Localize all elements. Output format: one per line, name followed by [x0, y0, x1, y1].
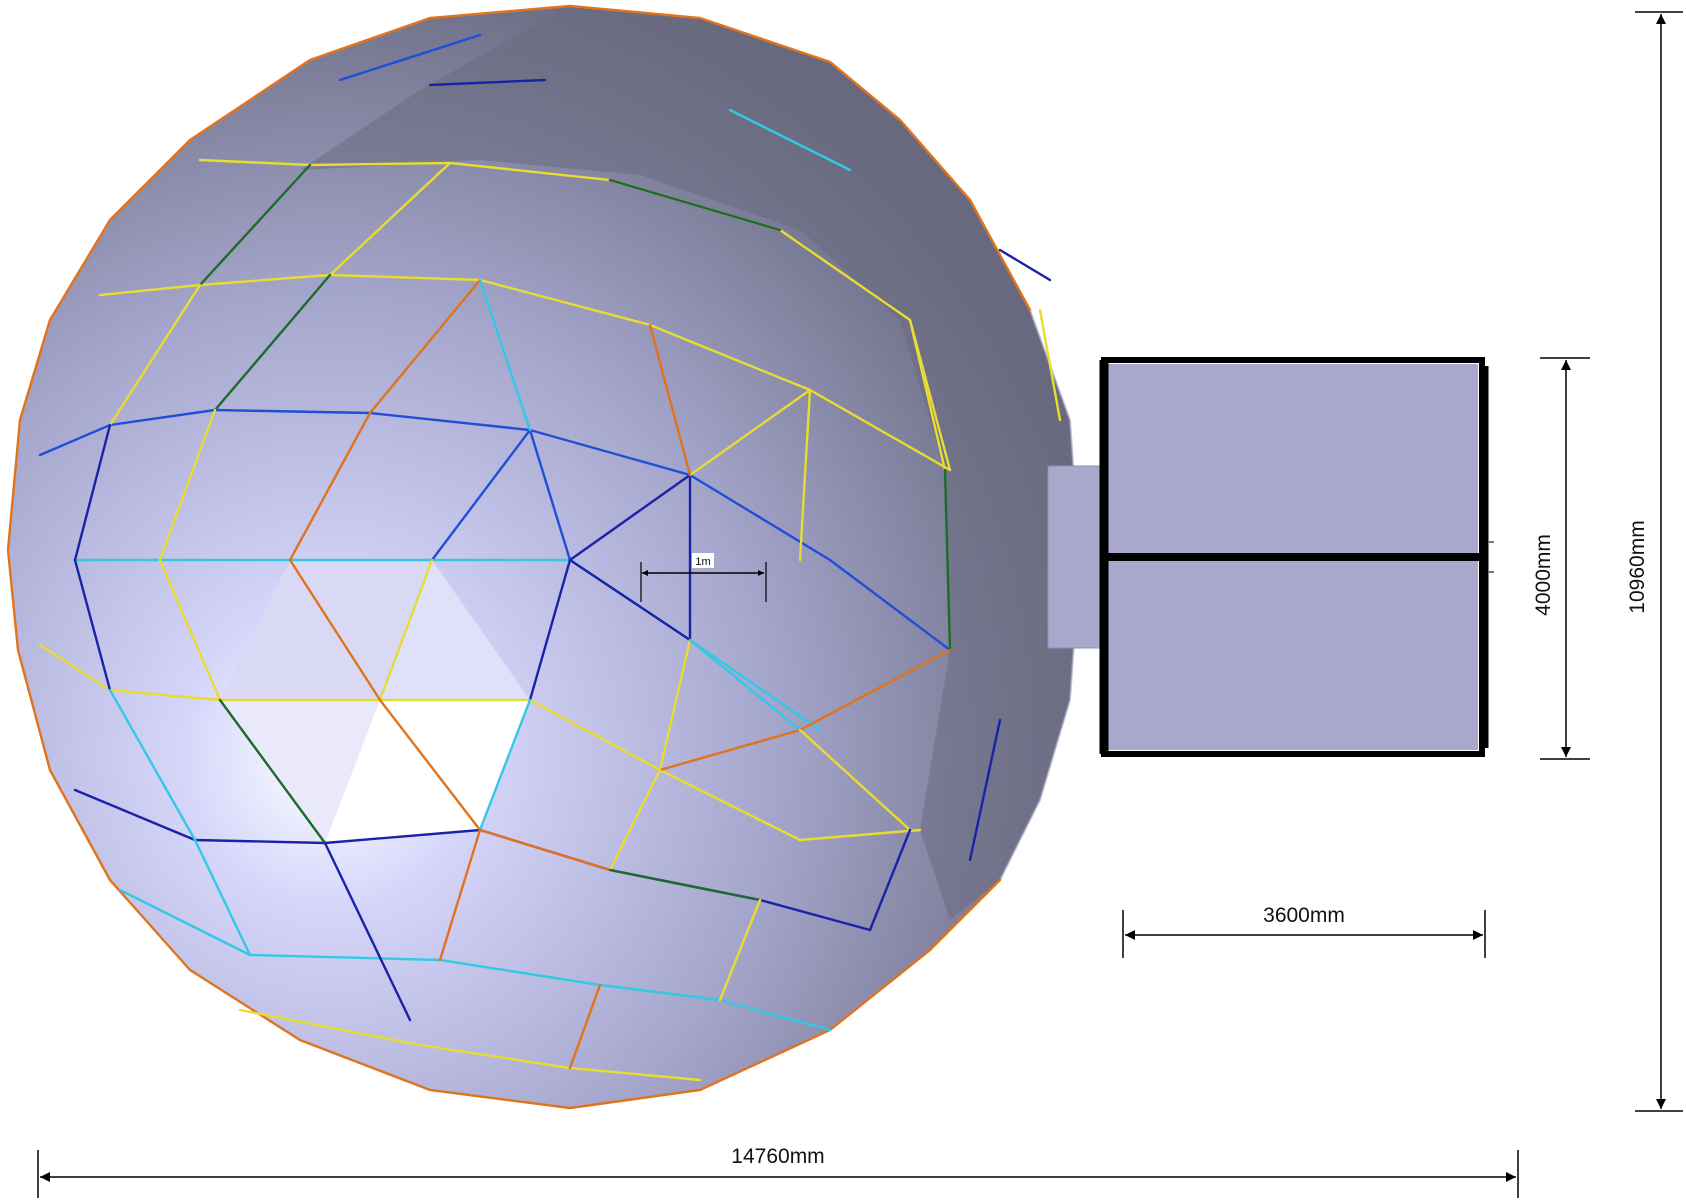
scale-bar: 1m — [640, 553, 767, 602]
strut — [323, 841, 412, 1022]
strut-ring — [238, 1008, 702, 1082]
strut — [288, 411, 372, 562]
annex-room-upper — [1108, 364, 1478, 554]
dome-shadow-region — [300, 6, 1080, 920]
strut — [108, 283, 202, 427]
strut — [998, 248, 1052, 282]
strut — [218, 698, 327, 845]
strut — [608, 868, 762, 902]
overall-height-label: 10960mm — [1626, 520, 1649, 613]
scale-bar-label-bg — [692, 553, 714, 568]
strut — [688, 638, 802, 732]
strut — [568, 558, 692, 642]
strut — [608, 768, 662, 872]
strut-ring — [38, 643, 922, 842]
strut — [1038, 308, 1062, 422]
strut — [430, 428, 532, 562]
dome-highlight-facet — [325, 700, 530, 843]
geodesic-dome — [6, 4, 1082, 1110]
overall-width-dimension: 14760mm — [37, 1145, 1519, 1198]
strut — [728, 108, 852, 172]
strut — [213, 273, 332, 412]
strut — [658, 728, 802, 772]
annex-height-label: 4000mm — [1532, 534, 1555, 616]
annex-module — [1099, 357, 1494, 757]
strut — [288, 558, 382, 702]
strut — [528, 558, 572, 702]
strut — [158, 408, 217, 562]
overall-height-dimension: 10960mm — [1626, 11, 1683, 1112]
strut — [478, 698, 532, 832]
strut — [198, 163, 312, 287]
strut — [798, 648, 952, 732]
strut — [338, 33, 482, 82]
strut — [608, 178, 782, 232]
dome-struts — [6, 4, 1062, 1110]
strut — [688, 388, 812, 477]
strut — [73, 423, 112, 562]
strut — [428, 78, 547, 87]
strut — [158, 558, 222, 702]
strut — [378, 698, 482, 832]
dome-highlight-facet — [220, 700, 380, 843]
strut — [798, 728, 912, 832]
strut — [438, 828, 482, 962]
overall-width-label: 14760mm — [731, 1145, 824, 1168]
strut — [378, 558, 434, 702]
strut — [798, 388, 812, 562]
connecting-corridor — [1047, 465, 1104, 649]
strut — [478, 828, 612, 872]
strut-ring — [118, 888, 832, 1032]
scale-bar-label: 1m — [695, 556, 710, 568]
strut — [368, 278, 482, 415]
strut — [568, 473, 692, 562]
strut — [108, 688, 197, 842]
dome-highlight-facet — [380, 560, 530, 700]
strut — [193, 838, 252, 957]
strut — [908, 318, 947, 472]
strut — [328, 161, 452, 277]
annex-width-dimension: 3600mm — [1122, 904, 1486, 958]
strut — [868, 828, 912, 932]
strut — [658, 638, 692, 772]
strut — [73, 558, 112, 692]
annex-height-dimension: 4000mm — [1532, 357, 1590, 760]
strut-ring — [568, 4, 1032, 312]
strut — [968, 718, 1002, 862]
strut-ring — [6, 4, 1002, 1110]
strut — [648, 323, 692, 477]
annex-width-label: 3600mm — [1263, 904, 1345, 927]
strut-ring — [38, 408, 952, 652]
strut — [568, 983, 602, 1070]
annex-room-lower — [1108, 560, 1478, 750]
strut — [943, 468, 952, 652]
strut — [718, 898, 762, 1002]
dome-highlight-facet — [220, 560, 432, 700]
strut — [528, 428, 572, 562]
strut — [478, 278, 532, 432]
